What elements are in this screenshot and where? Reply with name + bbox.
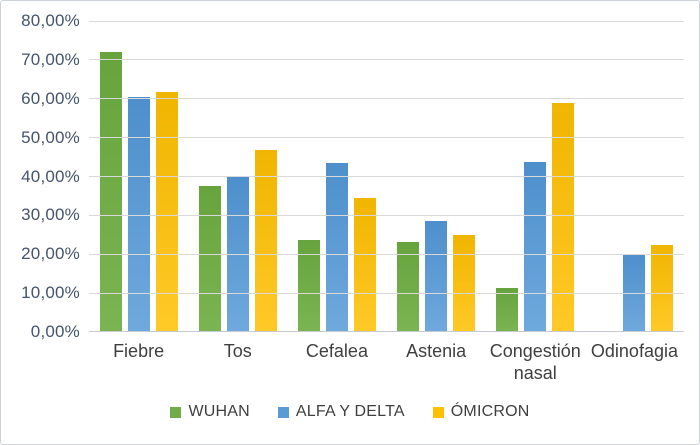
gridline-2000	[89, 253, 684, 255]
bar-omicron-congestion-nasal	[552, 102, 575, 332]
bar-omicron-astenia	[453, 234, 476, 332]
legend-item-omicron: ÓMICRON	[432, 403, 530, 421]
y-tick-label: 30,00%	[21, 205, 80, 225]
gridline-6000	[89, 98, 684, 100]
legend-swatch-icon	[170, 406, 182, 418]
y-tick-label: 80,00%	[21, 11, 80, 30]
gridline-3000	[89, 214, 684, 216]
gridline-5000	[89, 137, 684, 139]
legend-item-wuhan: WUHAN	[170, 403, 250, 421]
gridline-8000	[89, 20, 684, 22]
bar-wuhan-astenia	[397, 241, 420, 332]
gridline-1000	[89, 292, 684, 294]
y-axis: 0,00% 10,00% 20,00% 30,00% 40,00% 50,00% 60,00…	[1, 11, 83, 341]
bar-group-astenia	[387, 21, 486, 332]
category-label-astenia: Astenia	[406, 341, 467, 361]
category-label-fiebre: Fiebre	[113, 341, 165, 361]
legend-label: ALFA Y DELTA	[295, 403, 405, 420]
y-tick-label: 70,00%	[21, 49, 80, 69]
bar-wuhan-congestion-nasal	[496, 288, 519, 332]
legend-label: ÓMICRON	[450, 403, 530, 420]
bar-omicron-fiebre	[155, 91, 178, 332]
category-label-congestion-nasal: Congestión nasal	[489, 341, 581, 383]
bar-wuhan-cefalea	[297, 239, 320, 332]
x-axis-line	[89, 331, 684, 332]
plot-area	[89, 20, 684, 332]
category-label-odinofagia: Odinofagia	[590, 341, 678, 361]
y-tick-label: 50,00%	[21, 127, 80, 147]
gridline-4000	[89, 176, 684, 177]
legend-swatch-icon	[277, 406, 289, 418]
bar-omicron-odinofagia	[651, 244, 674, 332]
bar-alfa-y-delta-fiebre	[127, 96, 150, 332]
y-tick-label: 0,00%	[30, 322, 80, 341]
legend-label: WUHAN	[188, 403, 250, 420]
legend-item-alfa-y-delta: ALFA Y DELTA	[277, 403, 405, 421]
y-tick-label: 60,00%	[21, 88, 80, 108]
x-axis: Fiebre Tos Cefalea Astenia Congestión nasal O…	[89, 341, 684, 385]
bar-group-fiebre	[89, 21, 188, 332]
bar-groups	[89, 21, 684, 332]
bar-alfa-y-delta-astenia	[425, 220, 448, 332]
category-label-cefalea: Cefalea	[305, 341, 368, 361]
y-tick-label: 10,00%	[21, 283, 80, 303]
category-label-tos: Tos	[223, 341, 252, 361]
bar-omicron-cefalea	[353, 197, 376, 332]
legend-swatch-icon	[432, 406, 444, 418]
y-tick-label: 40,00%	[21, 166, 80, 186]
bar-alfa-y-delta-congestion-nasal	[524, 162, 547, 332]
bar-group-cefalea	[287, 21, 386, 332]
y-tick-label: 20,00%	[21, 244, 80, 264]
bar-group-tos	[188, 21, 287, 332]
legend: WUHAN ALFA Y DELTA ÓMICRON	[1, 403, 699, 421]
bar-alfa-y-delta-cefalea	[325, 162, 348, 332]
bar-omicron-tos	[254, 150, 277, 332]
gridline-7000	[89, 59, 684, 61]
bar-wuhan-fiebre	[99, 52, 122, 332]
bar-wuhan-tos	[198, 186, 221, 332]
bar-group-congestion-nasal	[486, 21, 585, 332]
